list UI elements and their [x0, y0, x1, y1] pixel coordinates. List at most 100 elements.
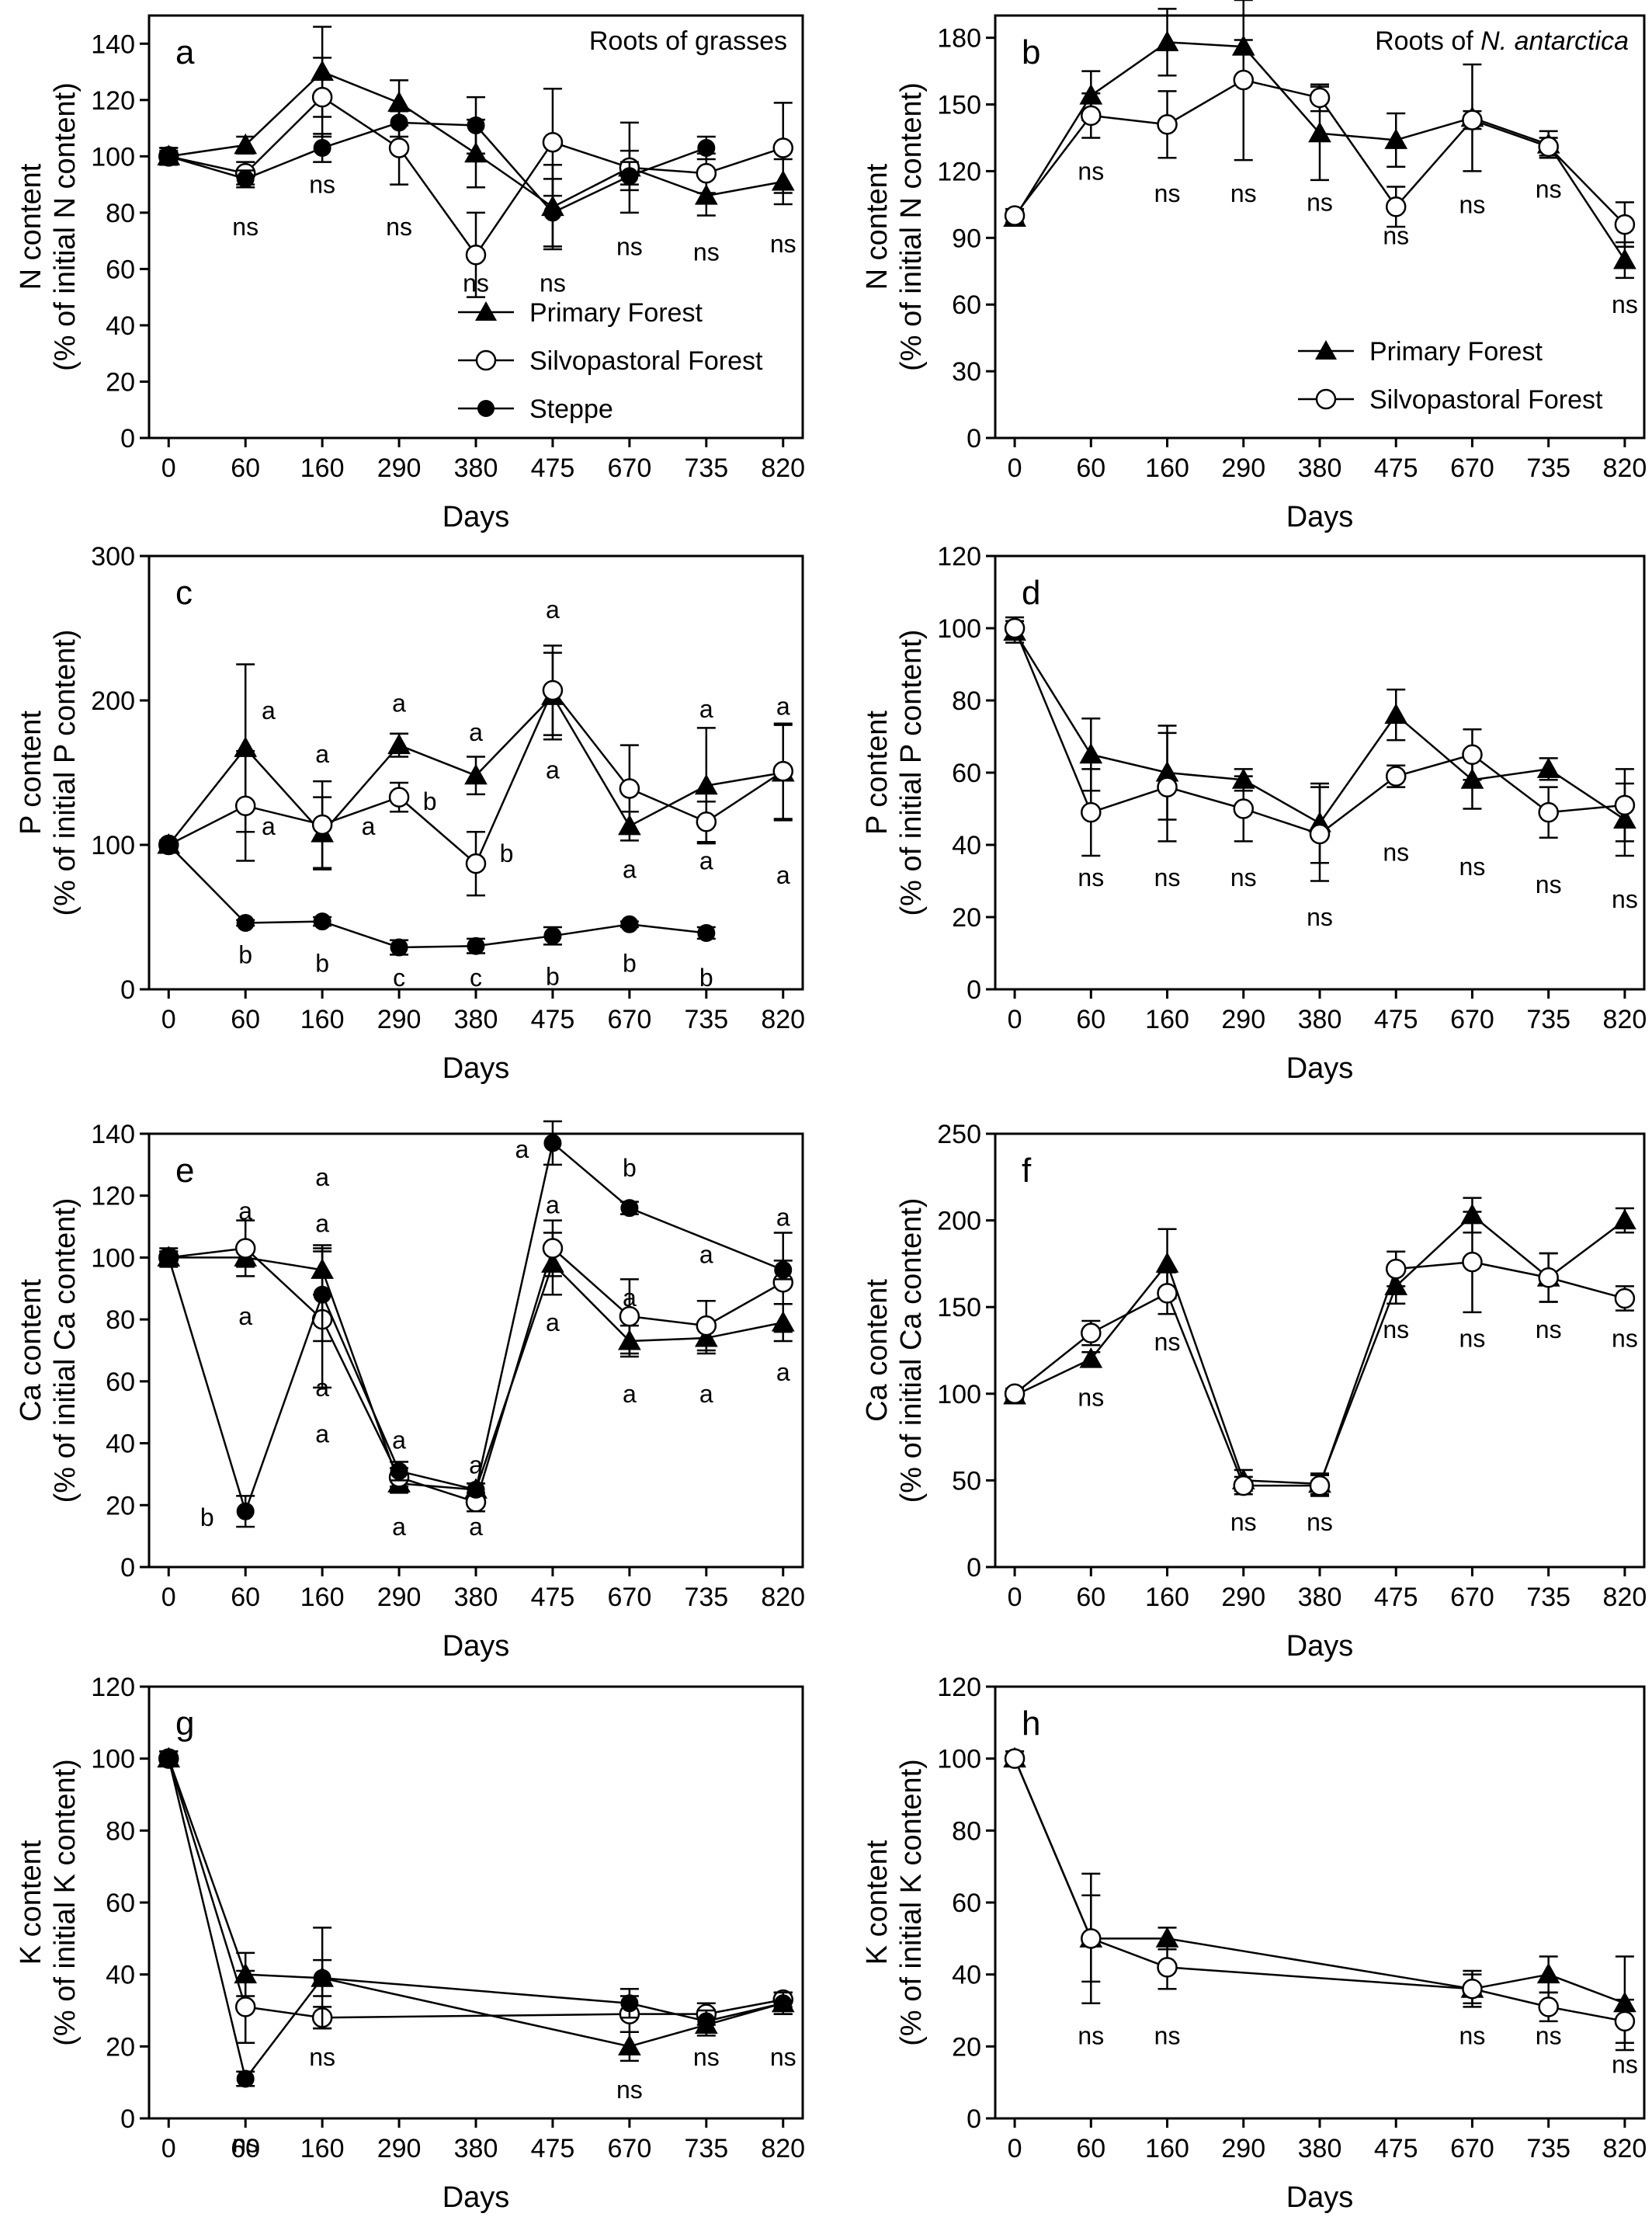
x-tick-label: 670	[608, 453, 652, 483]
series-line	[245, 71, 323, 146]
y-tick-label: 40	[952, 831, 981, 860]
y-tick-label: 100	[91, 142, 135, 172]
data-point	[1308, 121, 1331, 143]
data-point	[234, 1238, 256, 1259]
x-tick-label: 670	[608, 1583, 652, 1612]
legend-marker	[475, 301, 497, 321]
x-tick-label: 160	[300, 1583, 345, 1612]
series-line	[629, 2024, 707, 2048]
data-point	[1233, 69, 1255, 91]
data-point	[620, 915, 639, 933]
y-tick-label: 60	[106, 1367, 135, 1397]
x-tick-label: 60	[1076, 1583, 1105, 1612]
series-line	[1167, 41, 1244, 48]
significance-label: ns	[693, 238, 720, 266]
series-line	[398, 1476, 477, 1503]
series-line	[706, 1321, 783, 1340]
y-tick-label: 60	[952, 290, 981, 320]
y-tick-label: 0	[120, 1553, 135, 1583]
x-tick-label: 160	[300, 2134, 345, 2163]
significance-label: b	[623, 950, 637, 978]
y-axis-label-units: (% of initial K content)	[49, 1759, 82, 2046]
significance-label: ns	[1459, 2021, 1486, 2049]
significance-label: a	[315, 1374, 329, 1402]
data-point	[236, 2069, 255, 2088]
series-line	[1167, 771, 1244, 781]
y-tick-label: 60	[952, 759, 981, 788]
series-line	[629, 2002, 707, 2023]
significance-label: a	[238, 1197, 252, 1225]
series-line	[1167, 1937, 1473, 1990]
data-point	[390, 1461, 408, 1480]
data-point	[1081, 1928, 1102, 1949]
significance-label: ns	[1230, 1508, 1257, 1536]
y-tick-label: 40	[106, 311, 135, 341]
data-point	[1079, 1347, 1103, 1368]
y-tick-label: 20	[106, 2032, 135, 2062]
series-line	[551, 690, 630, 790]
legend-marker	[1315, 388, 1337, 410]
y-tick-label: 120	[91, 1182, 135, 1211]
series-line	[1548, 2006, 1626, 2023]
x-tick-label: 160	[300, 453, 345, 483]
y-tick-label: 40	[952, 1961, 981, 1990]
x-tick-label: 0	[161, 1005, 176, 1034]
data-point	[697, 2012, 716, 2031]
data-point	[236, 913, 255, 932]
series-line	[321, 920, 400, 949]
data-point	[1385, 1258, 1407, 1280]
y-axis-label: K content	[861, 1840, 894, 1965]
x-tick-label: 290	[1221, 2134, 1265, 2163]
significance-label: a	[262, 697, 276, 725]
panel-c: 0 100 200 300 0 60 160 290 380 475 670 735 820 Days P …	[15, 542, 805, 1085]
significance-label: a	[776, 1204, 790, 1232]
y-axis-label-units: (% of initial N content)	[49, 82, 82, 371]
panel-title-text: Roots of	[1375, 26, 1480, 56]
legend: Primary Forest Silvopastoral Forest Steppe	[458, 298, 763, 424]
x-tick-label: 820	[1603, 1583, 1647, 1612]
x-tick-label: 475	[1374, 1005, 1418, 1034]
x-tick-label: 290	[377, 1005, 422, 1034]
y-tick-label: 200	[91, 686, 135, 716]
x-tick-label: 0	[1008, 453, 1022, 483]
x-tick-label: 735	[684, 453, 728, 483]
significance-label: a	[362, 812, 376, 840]
x-tick-label: 820	[1603, 1005, 1647, 1034]
x-axis-label: Days	[442, 1630, 510, 1663]
series-open-circle	[158, 1219, 793, 1513]
significance-label: ns	[463, 269, 489, 297]
legend-marker	[477, 400, 495, 417]
series-line	[245, 804, 323, 826]
significance-label: ns	[1459, 190, 1486, 218]
data-point	[619, 778, 640, 799]
data-point	[313, 138, 331, 157]
x-axis-label: Days	[442, 1052, 510, 1085]
significance-label: b	[238, 940, 252, 968]
series-line	[398, 1470, 477, 1491]
x-tick-label: 735	[1526, 1005, 1570, 1034]
y-tick-label: 0	[967, 2104, 981, 2134]
series-line	[245, 747, 324, 834]
series-open-circle	[1004, 616, 1636, 882]
series-line	[1395, 1214, 1473, 1287]
y-tick-label: 300	[91, 542, 135, 572]
series-line	[168, 844, 247, 924]
significance-label: a	[315, 1210, 329, 1238]
panel-title: Roots of N. antarctica	[1375, 26, 1629, 56]
x-tick-label: 820	[1603, 453, 1647, 483]
series-line	[1091, 114, 1168, 126]
series-line	[1167, 786, 1244, 810]
data-point	[1614, 214, 1636, 235]
data-point	[159, 1750, 178, 1768]
significance-label: a	[546, 756, 560, 784]
series-line	[1547, 768, 1626, 821]
series-line	[168, 155, 246, 180]
y-axis-label: Ca content	[15, 1279, 47, 1422]
y-tick-label: 40	[106, 1430, 135, 1459]
series-line	[1319, 132, 1397, 141]
series-line	[1013, 627, 1092, 813]
data-point	[1614, 794, 1636, 816]
data-point	[618, 2035, 641, 2055]
series-line	[1243, 78, 1321, 99]
significance-label: a	[623, 1380, 637, 1408]
